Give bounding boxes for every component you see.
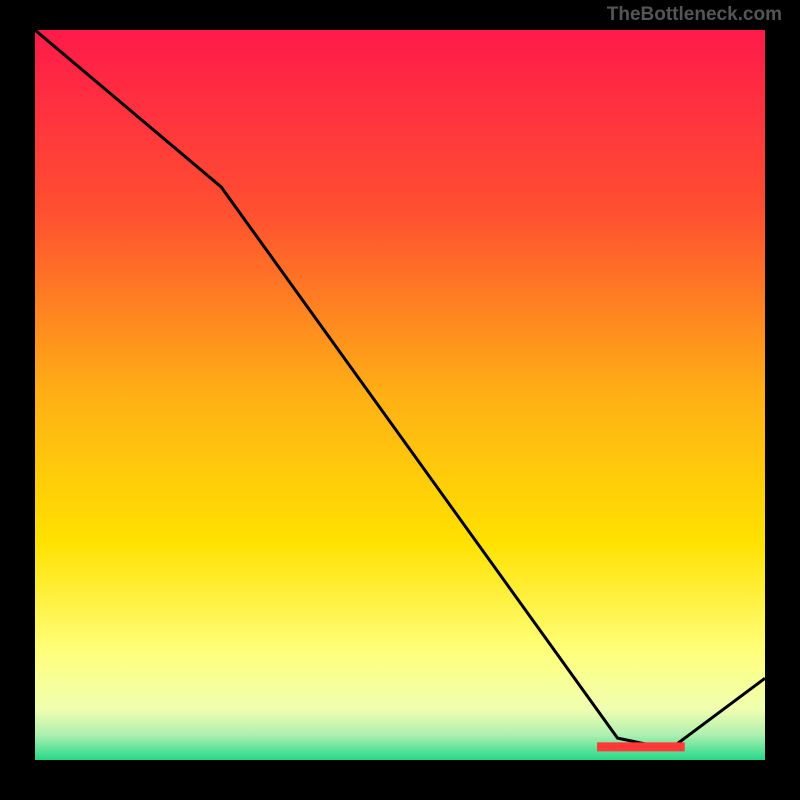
chart-plot-area — [35, 30, 765, 760]
gradient-background — [35, 30, 765, 760]
optimal-marker — [597, 742, 685, 751]
watermark-text: TheBottleneck.com — [607, 4, 782, 26]
chart-svg — [35, 30, 765, 760]
